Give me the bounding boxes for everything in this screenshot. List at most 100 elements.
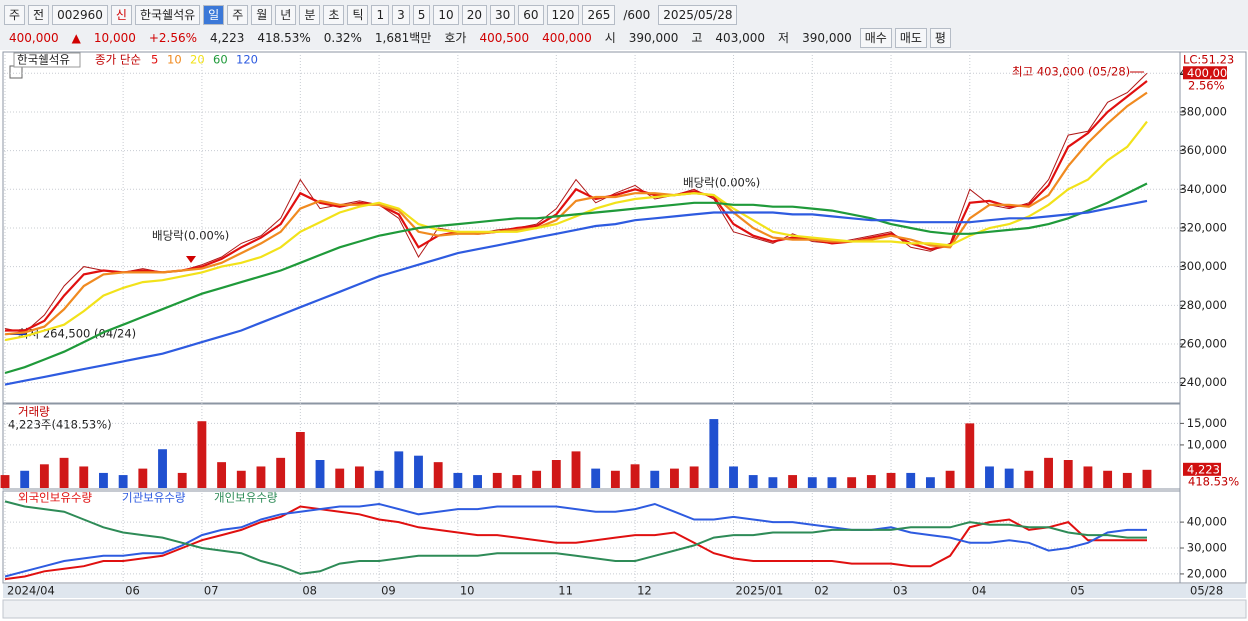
volume-bar xyxy=(158,449,167,488)
series-line xyxy=(4,199,1148,386)
y-tick-label: 10,000 xyxy=(1187,437,1227,451)
series-line xyxy=(5,80,1148,332)
toolbar-button[interactable]: 10 xyxy=(433,4,459,25)
y-tick-label: 320,000 xyxy=(1179,220,1227,234)
quote-field: 400,000 xyxy=(9,30,59,45)
quote-field: 1,681백만 xyxy=(374,30,432,45)
end-date: 05/28 xyxy=(1190,584,1223,598)
volume-bar xyxy=(473,475,482,488)
y-tick-label: 340,000 xyxy=(1179,182,1227,196)
legend-label: 종가 단순 xyxy=(95,53,141,67)
toolbar-button[interactable]: 주 xyxy=(227,4,249,25)
volume-bar xyxy=(374,470,384,488)
volume-bar xyxy=(807,477,817,488)
volume-bar xyxy=(20,470,30,488)
toolbar-button[interactable]: /600 xyxy=(623,7,651,22)
volume-bar xyxy=(1083,466,1093,488)
series-line xyxy=(4,91,1148,336)
legend-entry: 60 xyxy=(213,53,228,67)
toolbar-button[interactable]: 신 xyxy=(110,4,132,25)
volume-bar xyxy=(39,464,49,488)
volume-bar xyxy=(354,466,364,488)
volume-bar xyxy=(709,419,719,488)
toolbar-button[interactable]: 일 xyxy=(203,4,225,25)
toolbar-button[interactable]: 2025/05/28 xyxy=(658,4,738,25)
y-tick-label: 40,000 xyxy=(1187,515,1227,529)
volume-bar xyxy=(768,477,778,488)
order-button[interactable]: 매수 xyxy=(859,27,892,48)
volume-bar xyxy=(847,477,857,488)
series-line xyxy=(4,182,1148,375)
date-axis xyxy=(3,584,1246,598)
toolbar-button[interactable]: 265 xyxy=(582,4,616,25)
quote-field: 4,223 xyxy=(210,30,245,45)
quote-field: 390,000 xyxy=(802,30,852,45)
toolbar-button[interactable]: 주 xyxy=(4,4,26,25)
x-tick-label: 07 xyxy=(204,584,219,598)
volume-bar xyxy=(650,470,660,488)
chart-title: 한국쉘석유 xyxy=(17,53,70,67)
icon xyxy=(9,65,23,79)
volume-bar xyxy=(138,468,148,488)
annotation: 최고 403,000 (05/28) xyxy=(1012,65,1130,79)
order-button[interactable]: 평 xyxy=(929,27,951,48)
volume-bar xyxy=(670,468,679,488)
toolbar-button[interactable]: 년 xyxy=(275,4,297,25)
volume-bar xyxy=(945,470,955,488)
toolbar-button[interactable]: 초 xyxy=(323,4,345,25)
volume-subtitle: 4,223주(418.53%) xyxy=(8,418,112,432)
volume-title: 거래량 xyxy=(18,405,50,419)
quote-field: 시 xyxy=(604,30,616,45)
volume-bar xyxy=(748,475,758,488)
volume-bar xyxy=(571,451,581,488)
toolbar-button[interactable]: 분 xyxy=(299,4,321,25)
volume-bar xyxy=(217,462,227,488)
series-line xyxy=(4,502,1147,578)
legend-entry: 5 xyxy=(151,53,158,67)
lc-label: LC:51.23 xyxy=(1183,53,1234,67)
volume-bar xyxy=(630,464,640,488)
volume-bar xyxy=(1044,457,1053,488)
quote-field: 저 xyxy=(778,30,790,45)
x-tick-label: 06 xyxy=(125,584,140,598)
toolbar-button[interactable]: 전 xyxy=(28,4,50,25)
last-price-tag xyxy=(1183,66,1227,80)
toolbar-button[interactable]: 월 xyxy=(251,4,273,25)
volume-bar xyxy=(414,455,423,488)
legend-entry: 외국인보유수량 xyxy=(18,491,92,505)
annotation: 배당락(0.00%) xyxy=(152,229,229,243)
toolbar-button[interactable]: 3 xyxy=(392,4,410,25)
toolbar-button[interactable]: 틱 xyxy=(347,4,369,25)
legend-entry: 개인보유수량 xyxy=(214,491,278,505)
toolbar-button[interactable]: 5 xyxy=(412,4,431,25)
volume-bar xyxy=(256,466,266,488)
toolbar-button[interactable]: 한국쉘석유 xyxy=(134,4,201,25)
x-tick-label: 03 xyxy=(893,584,908,598)
toolbar-button[interactable]: 20 xyxy=(461,4,487,25)
volume-bar xyxy=(551,460,561,488)
x-tick-label: 2025/01 xyxy=(736,584,784,598)
toolbar-button[interactable]: 120 xyxy=(546,4,580,25)
quote-field: 0.32% xyxy=(323,30,362,45)
quote-field: 400,500 xyxy=(479,30,530,45)
toolbar-button[interactable]: 002960 xyxy=(52,4,108,25)
chart-bg xyxy=(0,50,1248,621)
x-tick-label: 08 xyxy=(302,584,317,598)
volume-bar xyxy=(965,423,975,488)
quote-field: +2.56% xyxy=(148,30,198,45)
volume-bar xyxy=(827,477,837,488)
volume-bar xyxy=(433,462,443,488)
legend-entry: 10 xyxy=(167,53,182,67)
x-tick-label: 11 xyxy=(558,584,573,598)
axis-panel xyxy=(1179,51,1247,584)
volume-bar xyxy=(197,421,207,488)
order-button[interactable]: 매도 xyxy=(894,27,927,48)
volume-bar xyxy=(236,470,246,488)
volume-bar xyxy=(689,466,699,488)
x-tick-label: 02 xyxy=(814,584,829,598)
volume-bar xyxy=(1142,469,1152,488)
toolbar-button[interactable]: 30 xyxy=(489,4,516,25)
toolbar-button[interactable]: 1 xyxy=(371,4,390,25)
toolbar-button[interactable]: 60 xyxy=(518,4,544,25)
volume-bar xyxy=(79,466,89,488)
